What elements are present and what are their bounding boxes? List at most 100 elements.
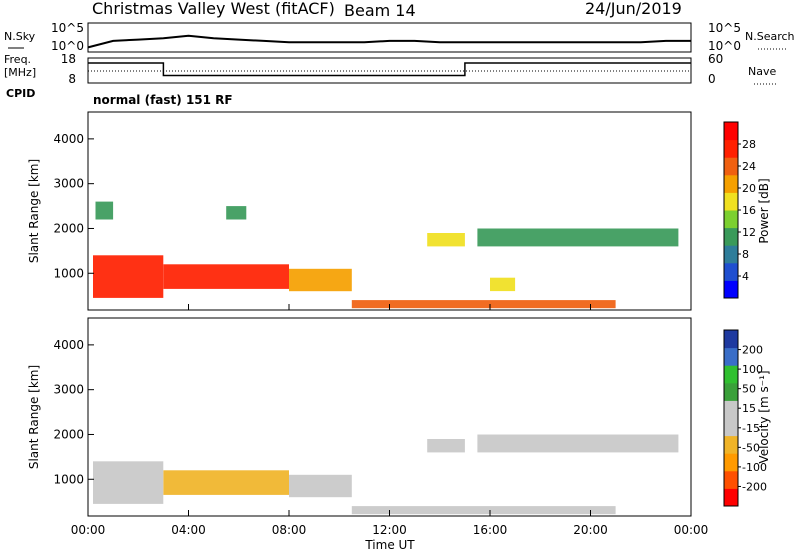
colorbar-cell (724, 400, 738, 419)
power-colorbar: 4 8 12 16 20 24 28 (723, 121, 756, 299)
scatter-region (490, 277, 516, 292)
colorbar-cell (724, 435, 738, 454)
power-ylabel: Slant Range [km] (27, 159, 41, 263)
scatter-region (95, 201, 114, 220)
frequency-series (88, 62, 691, 77)
colorbar-cell (724, 365, 738, 384)
colorbar-cell (724, 418, 738, 437)
nsearch-tick-low: 10^0 (708, 39, 741, 53)
x-axis-title: Time UT (364, 538, 415, 552)
y-tick-label: 4000 (53, 132, 84, 146)
y-tick-label: 2000 (53, 221, 84, 235)
nsky-line (87, 34, 691, 49)
colorbar-tick-label: 8 (742, 248, 749, 261)
cpid-label: CPID (6, 87, 36, 100)
colorbar-tick-label: 200 (742, 344, 763, 357)
y-tick-label: 1000 (53, 472, 84, 486)
colorbar-tick-label: 50 (742, 383, 756, 396)
freq-label: Freq. (4, 53, 32, 66)
x-ticks: 00:00 04:00 08:00 12:00 16:00 20:00 00:00 (71, 304, 709, 537)
colorbar-frame (723, 329, 739, 507)
colorbar-tick-label: 15 (742, 402, 756, 415)
colorbar-tick-label: -15 (742, 422, 760, 435)
colorbar-tick-label: 4 (742, 270, 749, 283)
radar-title: Christmas Valley West (fitACF) (92, 0, 335, 18)
x-tick-label: 20:00 (573, 523, 608, 537)
noise-panel-frame (87, 22, 692, 53)
cpid-text: normal (fast) 151 RF (93, 93, 233, 107)
nsky-label: N.Sky (4, 30, 36, 43)
colorbar-tick-label: 16 (742, 204, 756, 217)
scatter-region (163, 470, 289, 495)
colorbar-cell (724, 192, 738, 211)
nave-tick-low: 0 (708, 72, 716, 86)
colorbar-cell (724, 280, 738, 299)
velocity-y-ticks: 1000 2000 3000 4000 (53, 338, 94, 486)
nsky-tick-low: 10^0 (51, 39, 84, 53)
y-tick-label: 3000 (53, 177, 84, 191)
nave-tick-high: 60 (708, 52, 723, 66)
x-tick-label: 04:00 (171, 523, 206, 537)
colorbar-cell (724, 262, 738, 281)
colorbar-tick-label: 100 (742, 363, 763, 376)
nave-label: Nave (748, 65, 777, 78)
x-tick-label: 16:00 (473, 523, 508, 537)
y-tick-label: 4000 (53, 338, 84, 352)
nsearch-tick-high: 10^5 (708, 21, 741, 35)
x-tick-label: 12:00 (372, 523, 407, 537)
colorbar-cell (724, 122, 738, 141)
frequency-line (88, 62, 691, 77)
scatter-region (93, 255, 164, 298)
colorbar-cell (724, 227, 738, 246)
colorbar-tick-label: -50 (742, 441, 760, 454)
x-tick-label: 00:00 (71, 523, 106, 537)
colorbar-tick-label: 12 (742, 226, 756, 239)
nsky-tick-high: 10^5 (51, 21, 84, 35)
power-y-ticks: 1000 2000 3000 4000 (53, 132, 94, 280)
colorbar-cell (724, 174, 738, 193)
date-label: 24/Jun/2019 (585, 0, 682, 18)
x-tick-label: 08:00 (272, 523, 307, 537)
freq-tick-low: 8 (68, 72, 76, 86)
beam-label: Beam 14 (344, 1, 416, 20)
y-tick-label: 3000 (53, 383, 84, 397)
scatter-region (163, 264, 289, 289)
colorbar-cell (724, 382, 738, 401)
power-heatmap (93, 201, 679, 309)
power-colorbar-label: Power [dB] (757, 178, 771, 243)
scatter-region (427, 233, 465, 247)
scatter-region (93, 461, 164, 504)
colorbar-tick-label: -100 (742, 461, 767, 474)
colorbar-cell (724, 330, 738, 349)
scatter-region (289, 268, 352, 292)
mhz-label: [MHz] (4, 66, 37, 79)
velocity-colorbar-label: Velocity [m s⁻¹] (757, 370, 771, 463)
scatter-region (226, 206, 247, 220)
velocity-ylabel: Slant Range [km] (27, 365, 41, 469)
colorbar-cell (724, 245, 738, 264)
colorbar-cell (724, 453, 738, 472)
nsearch-label: N.Search (745, 30, 795, 43)
velocity-heatmap (93, 434, 679, 515)
scatter-region (289, 474, 352, 498)
scatter-region (427, 439, 465, 453)
colorbar-cell (724, 488, 738, 507)
colorbar-cell (724, 470, 738, 489)
colorbar-cell (724, 139, 738, 158)
colorbar-cell (724, 157, 738, 176)
colorbar-cell (724, 210, 738, 229)
x-tick-label: 00:00 (674, 523, 709, 537)
colorbar-tick-label: 20 (742, 182, 756, 195)
scatter-region (351, 506, 616, 515)
y-tick-label: 2000 (53, 427, 84, 441)
scatter-region (477, 228, 679, 247)
scatter-region (477, 434, 679, 453)
colorbar-tick-label: 28 (742, 138, 756, 151)
scatter-region (351, 300, 616, 309)
y-tick-label: 1000 (53, 266, 84, 280)
colorbar-tick-label: -200 (742, 480, 767, 493)
noise-series (87, 34, 691, 49)
velocity-colorbar: -200 -100 -50 -15 15 50 100 200 (723, 329, 767, 507)
colorbar-cell (724, 347, 738, 366)
